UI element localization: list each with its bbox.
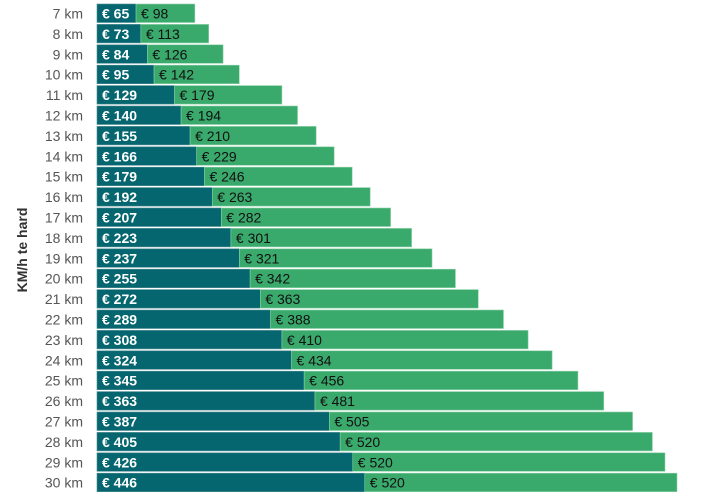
category-label: 11 km (46, 87, 83, 103)
bar-series-2 (303, 370, 579, 391)
data-label-series-2: € 410 (287, 332, 322, 348)
category-label: 24 km (45, 352, 83, 368)
category-label: 8 km (53, 26, 83, 42)
data-label-series-1: € 272 (102, 291, 137, 307)
data-label-series-2: € 246 (209, 169, 244, 185)
bar-series-2 (211, 187, 371, 207)
bar-series-2 (238, 248, 433, 268)
data-label-series-1: € 84 (102, 46, 129, 62)
bar-series-2 (204, 166, 353, 186)
data-label-series-2: € 126 (152, 46, 187, 62)
bar-series-2 (364, 472, 678, 493)
bar-series-1 (96, 472, 366, 493)
category-label: 26 km (45, 393, 83, 409)
data-label-series-1: € 179 (102, 169, 137, 185)
data-label-series-1: € 426 (102, 454, 137, 470)
data-label-series-2: € 229 (202, 148, 237, 164)
data-label-series-1: € 289 (102, 312, 137, 328)
data-label-series-1: € 192 (102, 189, 137, 205)
data-label-series-1: € 140 (102, 108, 137, 124)
category-label: 17 km (45, 210, 83, 226)
data-label-series-2: € 282 (226, 210, 261, 226)
data-label-series-1: € 207 (102, 210, 137, 226)
data-label-series-1: € 324 (102, 352, 137, 368)
category-label: 18 km (45, 230, 83, 246)
data-label-series-2: € 481 (320, 393, 355, 409)
data-label-series-1: € 65 (102, 6, 129, 22)
bar-series-2 (230, 228, 412, 248)
data-label-series-2: € 142 (159, 67, 194, 83)
bar-series-2 (196, 146, 335, 166)
category-label: 22 km (45, 312, 83, 328)
data-label-series-1: € 255 (102, 271, 137, 287)
bar-series-2 (140, 24, 209, 44)
data-label-series-1: € 223 (102, 230, 137, 246)
category-label: 21 km (45, 291, 83, 307)
data-label-series-2: € 263 (217, 189, 252, 205)
data-label-series-1: € 405 (102, 434, 137, 450)
bar-series-2 (180, 105, 298, 125)
data-label-series-1: € 363 (102, 393, 137, 409)
category-label: 25 km (45, 373, 83, 389)
bar-series-2 (153, 64, 240, 84)
bar-series-2 (147, 44, 224, 64)
data-label-series-2: € 434 (297, 352, 332, 368)
data-label-series-1: € 237 (102, 250, 137, 266)
data-label-series-2: € 520 (370, 475, 405, 491)
y-axis-title: KM/h te hard (14, 208, 30, 293)
data-label-series-2: € 98 (141, 6, 168, 22)
bar-series-2 (189, 126, 317, 146)
bar-series-2 (339, 432, 653, 452)
category-label: 20 km (45, 271, 83, 287)
data-label-series-2: € 456 (309, 373, 344, 389)
category-label: 28 km (45, 434, 83, 450)
category-label: 29 km (45, 454, 83, 470)
category-label: 13 km (45, 128, 83, 144)
bar-series-2 (260, 289, 479, 309)
category-label: 14 km (45, 148, 83, 164)
data-label-series-1: € 308 (102, 332, 137, 348)
bar-series-2 (174, 85, 283, 105)
bar-series-2 (314, 391, 605, 411)
bar-series-2 (270, 309, 504, 329)
data-label-series-2: € 194 (186, 108, 221, 124)
category-label: 9 km (53, 46, 83, 62)
data-label-series-1: € 446 (102, 475, 137, 491)
category-label: 15 km (45, 169, 83, 185)
data-label-series-1: € 155 (102, 128, 137, 144)
category-label: 7 km (53, 6, 83, 22)
data-label-series-2: € 321 (244, 250, 279, 266)
category-label: 23 km (45, 332, 83, 348)
bar-series-2 (352, 452, 666, 472)
data-label-series-2: € 363 (265, 291, 300, 307)
category-label: 27 km (45, 414, 83, 430)
category-label: 16 km (45, 189, 83, 205)
category-label: 12 km (45, 108, 83, 124)
category-label: 30 km (45, 475, 83, 491)
data-label-series-1: € 95 (102, 67, 129, 83)
category-label: 10 km (45, 67, 83, 83)
data-label-series-2: € 388 (276, 312, 311, 328)
bar-series-2 (291, 350, 553, 370)
bar-series-2 (329, 411, 633, 431)
data-label-series-2: € 342 (255, 271, 290, 287)
data-label-series-2: € 210 (195, 128, 230, 144)
data-label-series-1: € 166 (102, 148, 137, 164)
bar-series-2 (281, 330, 529, 350)
bar-series-2 (135, 3, 196, 23)
data-label-series-1: € 73 (102, 26, 129, 42)
category-label: 19 km (45, 250, 83, 266)
data-label-series-1: € 387 (102, 414, 137, 430)
data-label-series-2: € 505 (334, 414, 369, 430)
bar-series-2 (249, 268, 456, 289)
data-label-series-2: € 520 (345, 434, 380, 450)
data-label-series-2: € 520 (358, 454, 393, 470)
data-label-series-1: € 345 (102, 373, 137, 389)
data-label-series-2: € 301 (236, 230, 271, 246)
bar-series-2 (220, 207, 391, 227)
data-label-series-1: € 129 (102, 87, 137, 103)
data-label-series-2: € 179 (179, 87, 214, 103)
data-label-series-2: € 113 (146, 26, 180, 42)
